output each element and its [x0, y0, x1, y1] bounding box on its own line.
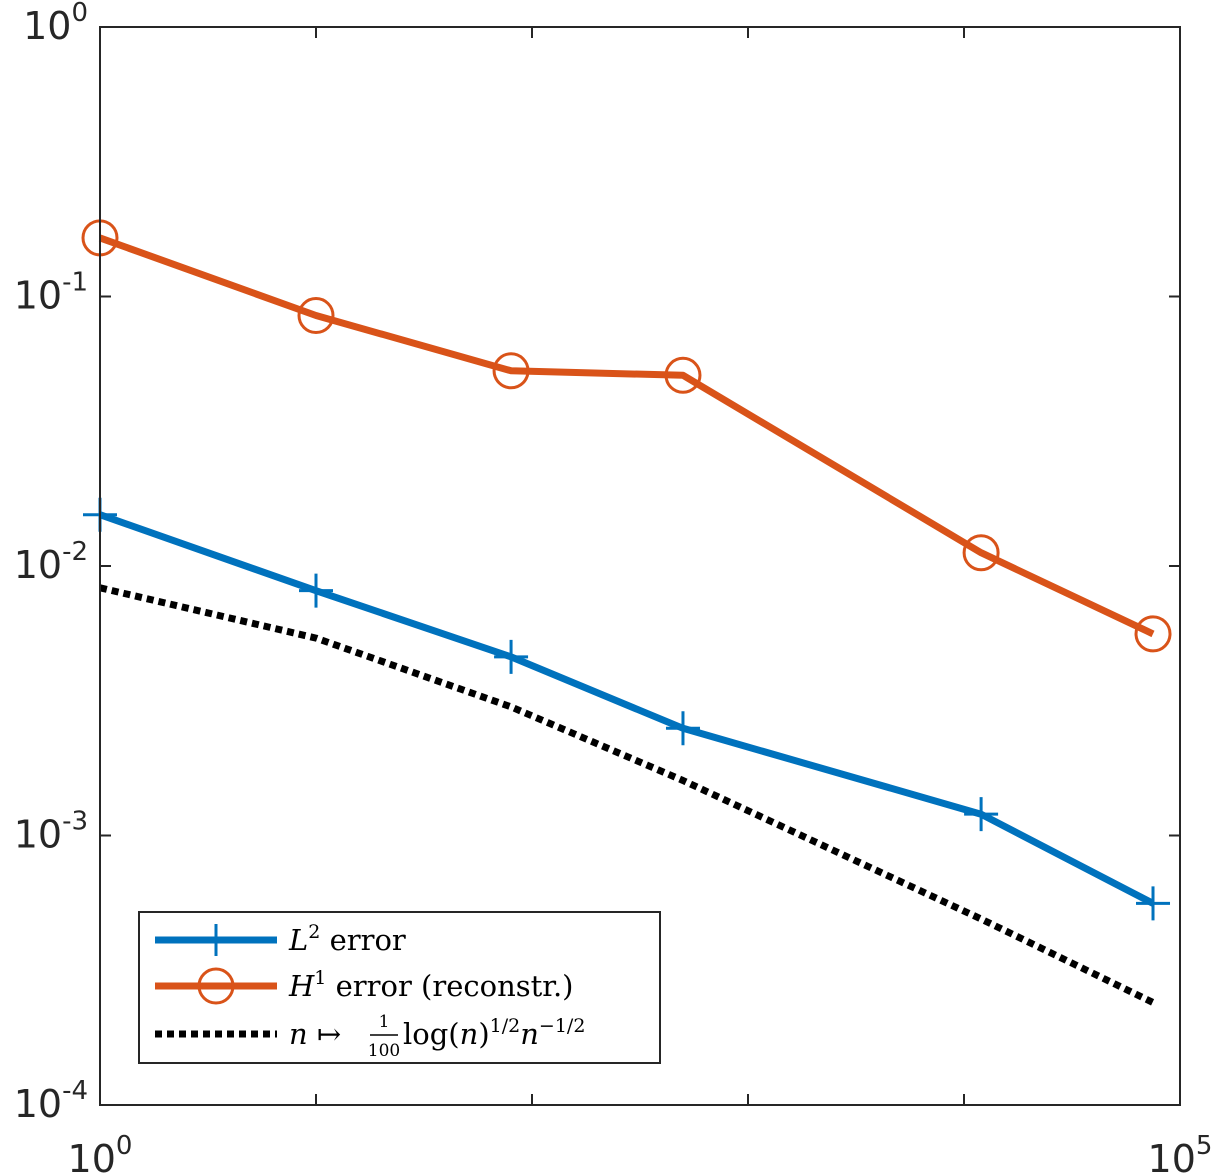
series-1-circle-marker — [1134, 615, 1172, 653]
series-0-plus-marker — [494, 639, 529, 674]
series-1-circle-marker — [492, 352, 530, 390]
series-line-2 — [99, 584, 1155, 1006]
x-tick-label: 100 — [68, 1131, 133, 1176]
legend-ref-frac-num: 1 — [379, 1012, 390, 1032]
tick-label-base: 10 — [68, 1137, 116, 1176]
legend-ref-sup2: −1/2 — [539, 1015, 586, 1037]
y-tick-label: 100 — [23, 0, 88, 48]
legend-ref-formula: log(n)1/2n−1/2 — [403, 1015, 585, 1051]
tick-label-exponent: 0 — [71, 0, 88, 28]
tick-label-base: 10 — [14, 543, 62, 587]
legend-l2-symbol: L — [288, 923, 308, 957]
x-tick-label: 105 — [1148, 1131, 1213, 1176]
series-layer — [81, 219, 1172, 1006]
series-0-plus-marker — [964, 797, 999, 832]
tick-label-base: 10 — [14, 1082, 62, 1126]
y-tick-label: 10-2 — [14, 537, 88, 587]
tick-label-exponent: -1 — [62, 268, 88, 298]
legend-label-reference: n ↦ — [289, 1017, 341, 1051]
tick-label-exponent: 5 — [1196, 1131, 1213, 1161]
legend-ref-frac-den: 100 — [368, 1041, 400, 1061]
tick-label-base: 10 — [14, 274, 62, 318]
legend-l2-rest: error — [320, 923, 406, 957]
series-0-plus-marker — [1136, 886, 1171, 921]
plot-frame — [99, 26, 1181, 1106]
y-tick-label: 10-1 — [14, 268, 88, 318]
series-1-circle-marker — [297, 297, 335, 335]
legend-h1-sup: 1 — [314, 967, 326, 989]
tick-label-base: 10 — [14, 813, 62, 857]
tick-label-exponent: -3 — [62, 807, 88, 837]
legend-ref-n2: n — [460, 1017, 479, 1051]
legend: L2 error H1 error (reconstr.) n ↦ 1 100 … — [138, 911, 661, 1064]
series-1-circle-marker — [664, 356, 702, 394]
y-tick-label: 10-3 — [14, 807, 88, 857]
legend-label-l2: L2 error — [288, 921, 406, 957]
legend-ref-mapsto: ↦ — [308, 1017, 342, 1051]
tick-label-exponent: -4 — [62, 1076, 88, 1106]
legend-label-h1: H1 error (reconstr.) — [288, 967, 574, 1003]
legend-h1-symbol: H — [288, 969, 315, 1003]
legend-ref-sup1: 1/2 — [490, 1015, 521, 1037]
legend-h1-rest: error (reconstr.) — [326, 969, 573, 1003]
tick-label-base: 10 — [1148, 1137, 1196, 1176]
legend-ref-n3: n — [520, 1017, 539, 1051]
series-1-circle-marker — [962, 534, 1000, 572]
tick-label-exponent: 0 — [116, 1131, 133, 1161]
series-line-0 — [98, 511, 1155, 907]
legend-marker-plus — [200, 924, 232, 956]
tick-label-exponent: -2 — [62, 537, 88, 567]
legend-ref-n1: n — [289, 1017, 308, 1051]
series-0-plus-marker — [299, 573, 333, 608]
tick-label-base: 10 — [23, 4, 71, 48]
legend-l2-sup: 2 — [308, 921, 320, 943]
legend-ref-log: log( — [403, 1017, 460, 1051]
series-line-1 — [98, 234, 1155, 638]
y-tick-label: 10-4 — [14, 1076, 88, 1126]
legend-ref-close: ) — [478, 1017, 489, 1051]
legend-marker-circle — [197, 967, 235, 1005]
series-0-plus-marker — [665, 711, 700, 746]
